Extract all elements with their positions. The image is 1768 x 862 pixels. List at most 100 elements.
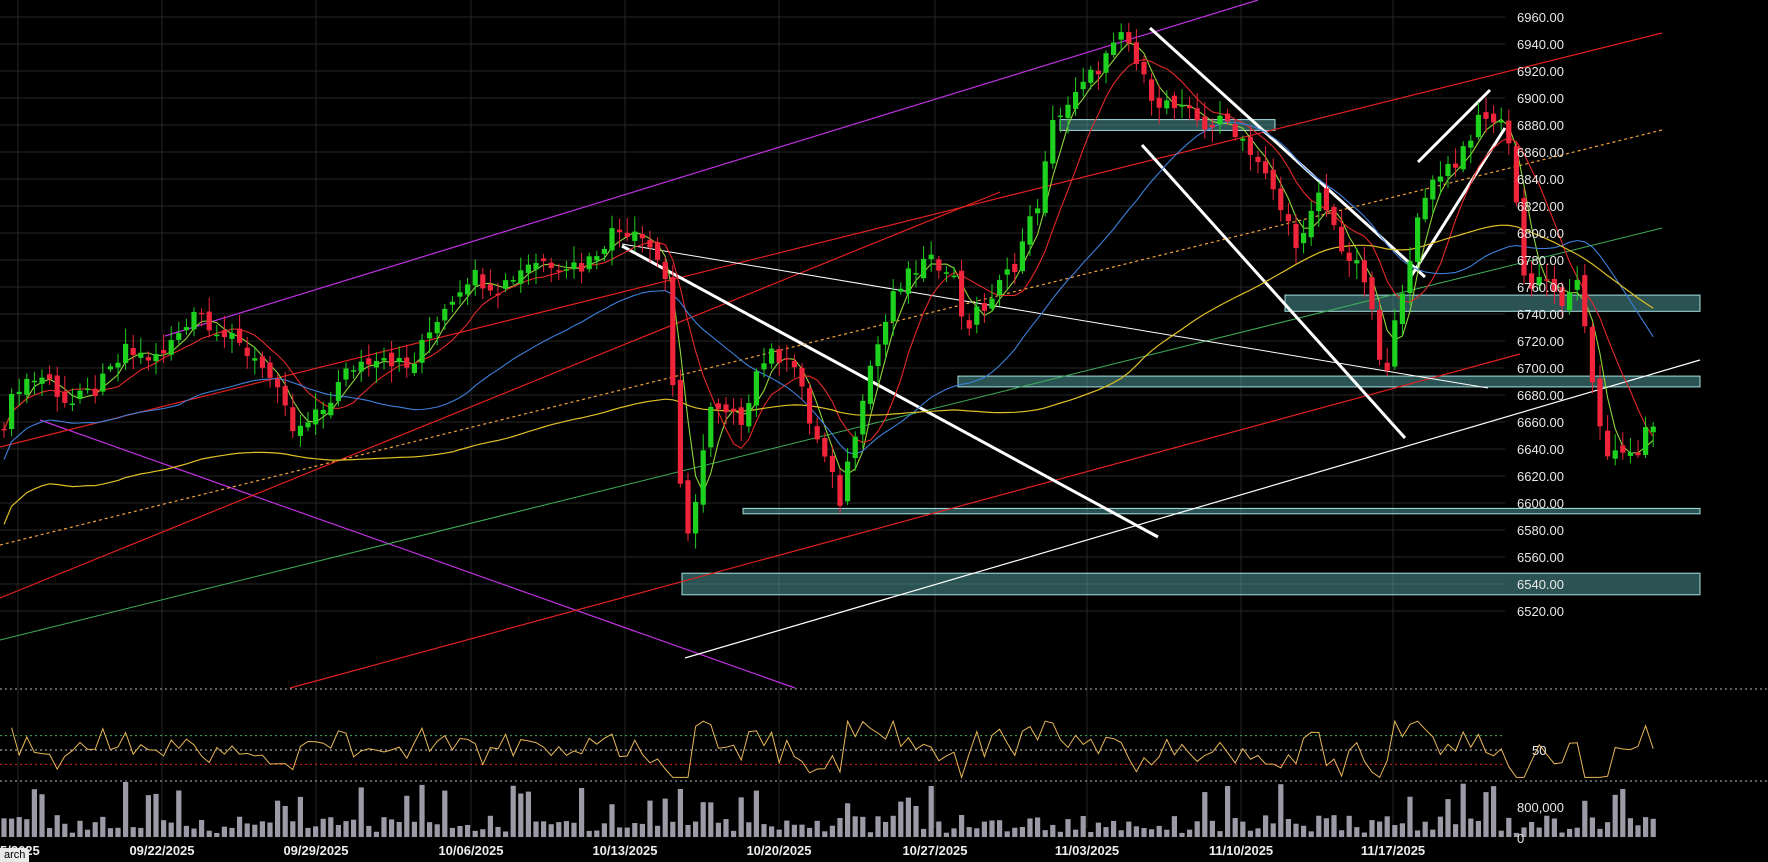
candle-body [510,280,516,282]
candle-body [1118,32,1124,40]
volume-bar [1643,817,1649,837]
candle-body [943,272,949,274]
candle-body [799,367,805,387]
volume-bar [1627,818,1633,837]
candle-body [206,311,212,331]
ma-mid-line [3,58,1654,449]
candle-body [655,242,661,260]
volume-bar [290,821,296,837]
candle-body [313,409,319,425]
candle-body [16,391,22,395]
candle-body [214,334,220,337]
candle-body [898,288,904,292]
candle-body [1088,69,1094,83]
volume-bar [685,824,691,837]
volume-bar [229,827,235,837]
candle-body [700,450,706,505]
volume-bar [1255,828,1261,837]
volume-bar [161,820,167,837]
candle-body [1559,287,1565,306]
volume-bar [1202,792,1208,837]
volume-bar [1399,823,1405,837]
volume-bar [1209,820,1215,837]
candle-body [959,270,965,317]
candle-body [563,269,569,271]
candle-body [867,365,873,404]
volume-bar [54,815,60,837]
ma-slow-line [3,121,1654,460]
volume-bar [1217,831,1223,837]
volume-bar [662,798,668,837]
candle-body [480,274,486,289]
volume-bar [601,823,607,837]
candle-body [1399,293,1405,325]
volume-bar [1270,823,1276,837]
volume-bar [305,827,311,837]
price-tick-label: 6520.00 [1517,604,1564,619]
candle-body [738,407,744,425]
candle-body [1187,105,1193,109]
price-tick-label: 6620.00 [1517,469,1564,484]
volume-bar [1080,816,1086,837]
search-tab[interactable]: arch [0,848,30,862]
volume-bar [822,831,828,837]
volume-bar [442,790,448,837]
volume-bar [396,821,402,837]
candle-body [244,347,250,356]
volume-bar [769,826,775,837]
candle-body [875,344,881,367]
volume-bar [715,822,721,837]
candle-body [373,361,379,368]
candle-body [1498,121,1504,123]
ma-fast-line [3,42,1654,494]
candle-body [47,374,53,380]
date-tick-label: 09/22/2025 [129,843,194,858]
volume-bar [282,805,288,837]
candle-body [427,332,433,339]
price-tick-label: 6720.00 [1517,334,1564,349]
candle-body [1339,226,1345,252]
candle-body [1643,427,1649,455]
flag-upper-line [1416,88,1492,164]
volume-bar [1141,827,1147,837]
volume-bar [731,830,737,837]
candle-body [1263,161,1269,174]
volume-bar [427,822,433,837]
candle-body [1209,124,1215,128]
candle-body [39,377,45,384]
volume-bar [1247,830,1253,837]
volume-bar [320,818,326,837]
candle-body [396,357,402,363]
volume-bar [115,827,121,837]
volume-bar [1293,823,1299,837]
volume-bar [1240,821,1246,837]
volume-bar [472,830,478,837]
candle-body [1027,216,1033,245]
volume-bar [829,825,835,837]
candle-body [890,291,896,322]
volume-bar [814,820,820,837]
candle-body [1483,112,1489,119]
price-axis: 6960.00 6940.00 6920.00 6900.00 6880.00 6860.… [1517,10,1564,619]
volume-bar [138,827,144,837]
candle-body [1035,208,1041,214]
candle-body [1019,241,1025,272]
volume-bar [31,789,37,837]
volume-bar [503,831,509,837]
candle-body [1126,32,1132,44]
candle-body [1437,176,1443,182]
candle-body [123,343,129,363]
volume-bar [655,825,661,837]
candle-body [290,407,296,432]
volume-bar [951,828,957,837]
volume-bar [373,831,379,837]
candle-body [168,340,174,355]
volume-bar [1111,820,1117,837]
volume-bar [852,816,858,837]
candle-body [305,422,311,428]
candle-body [145,357,151,361]
candle-body [936,259,942,271]
volume-bar [807,827,813,837]
lower-channel-magenta [39,419,796,689]
